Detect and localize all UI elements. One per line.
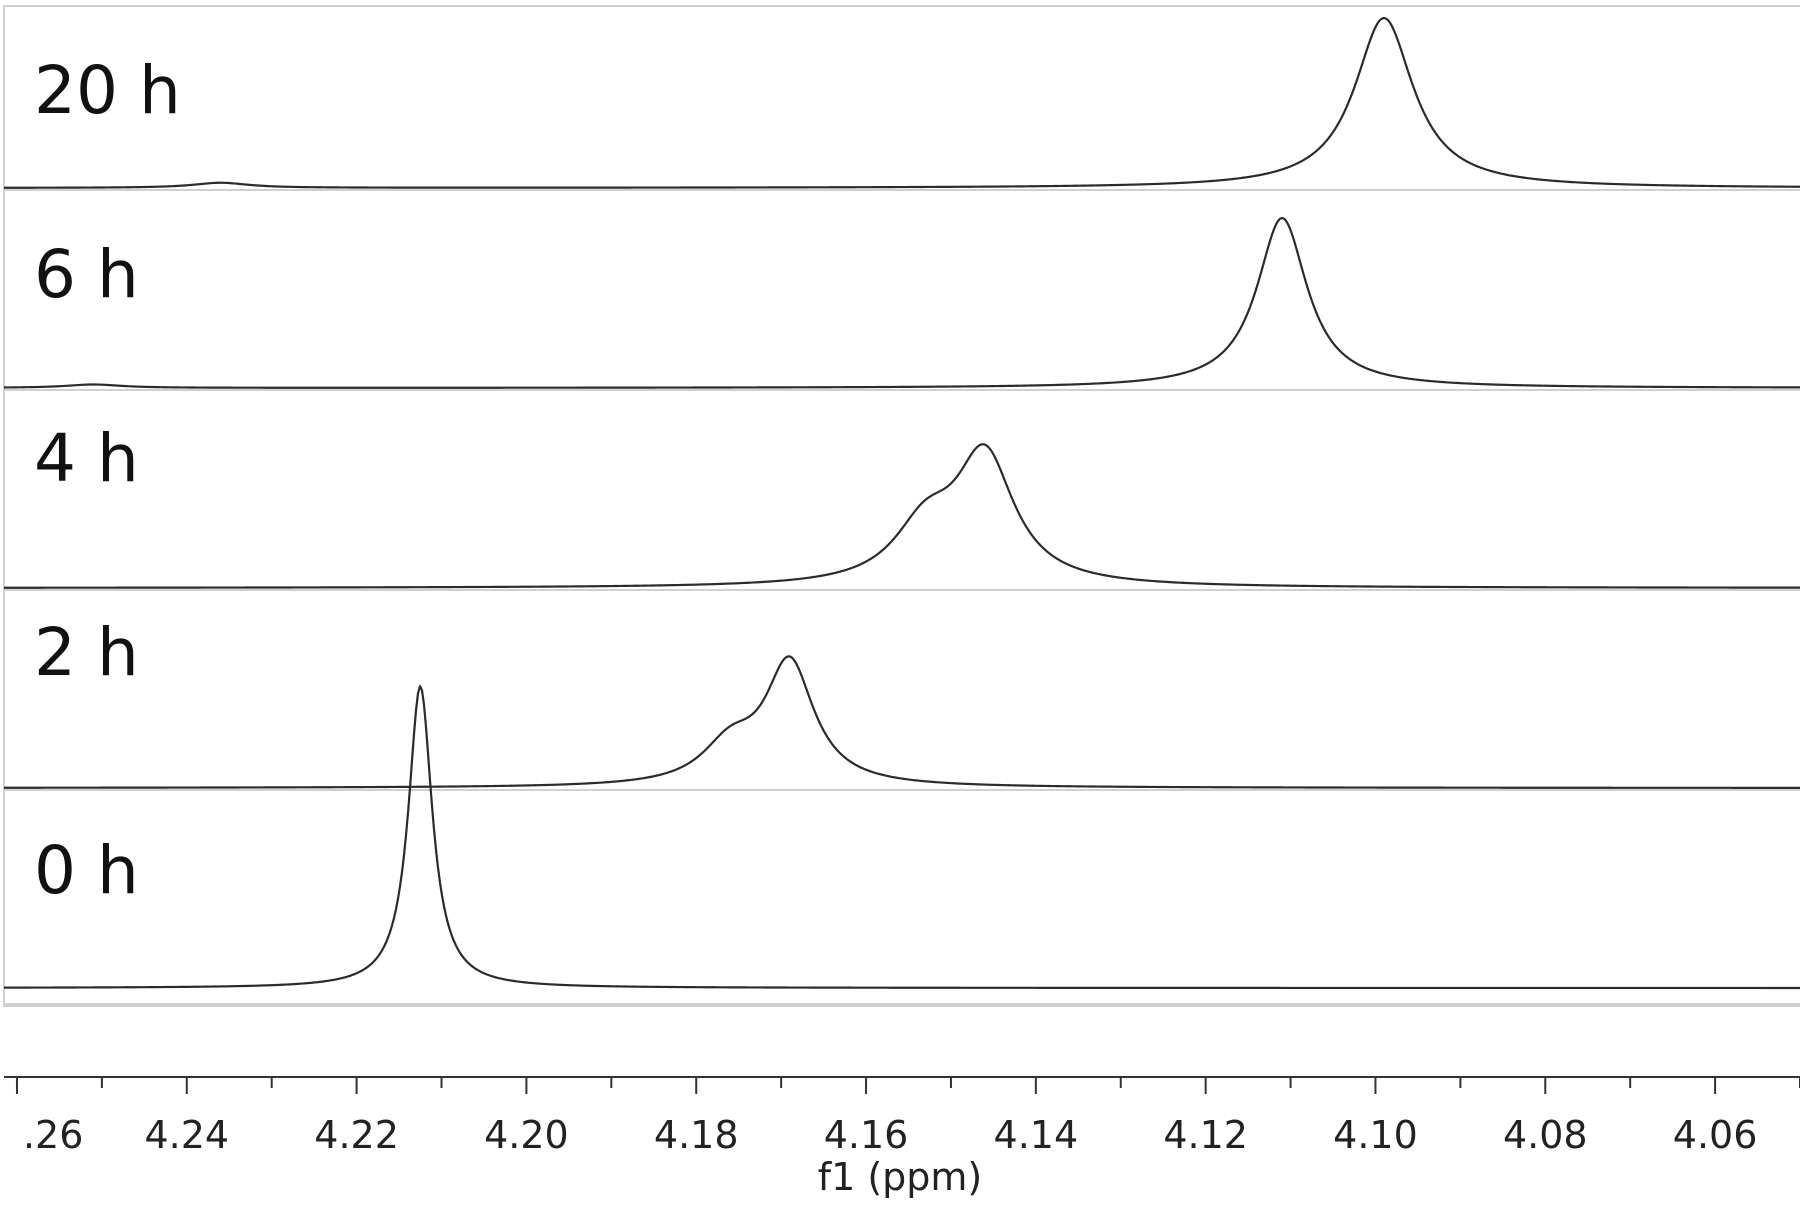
plot-frame: [3, 5, 1800, 1007]
x-tick-label: 4.20: [484, 1113, 569, 1157]
x-tick-label: 4.22: [314, 1113, 399, 1157]
trace-label: 20 h: [34, 52, 181, 129]
spectrum-trace-6h: [3, 216, 1800, 389]
x-tick-label: 4.10: [1333, 1113, 1418, 1157]
spectrum-trace-2h: [4, 655, 1800, 789]
trace-label: 0 h: [34, 832, 139, 909]
spectrum-trace-0h: [3, 685, 1800, 990]
trace-label: 6 h: [34, 236, 139, 313]
x-axis: .26 4.24 4.22 4.20 4.18 4.16 4.14 4.12 4.10 4.08 4…: [4, 1076, 1800, 1199]
x-tick-label: 4.16: [824, 1113, 909, 1157]
x-tick-label: 4.06: [1673, 1113, 1758, 1157]
trace-label: 2 h: [34, 614, 139, 691]
x-tick-label: 4.14: [994, 1113, 1079, 1157]
spectrum-trace-4h: [4, 443, 1800, 589]
spectrum-trace-20h: [4, 16, 1800, 189]
x-tick-label: 4.08: [1503, 1113, 1588, 1157]
x-tick-label: .26: [23, 1113, 83, 1157]
trace-label: 4 h: [34, 420, 139, 497]
x-axis-title: f1 (ppm): [818, 1155, 983, 1199]
x-tick-label: 4.18: [654, 1113, 739, 1157]
spectrum-traces: 20 h 6 h 4 h 2 h 0 h: [3, 16, 1800, 1005]
x-tick-label: 4.12: [1163, 1113, 1248, 1157]
x-ticks: .26 4.24 4.22 4.20 4.18 4.16 4.14 4.12 4.10 4.08 4…: [15, 1077, 1800, 1157]
x-tick-label: 4.24: [144, 1113, 229, 1157]
